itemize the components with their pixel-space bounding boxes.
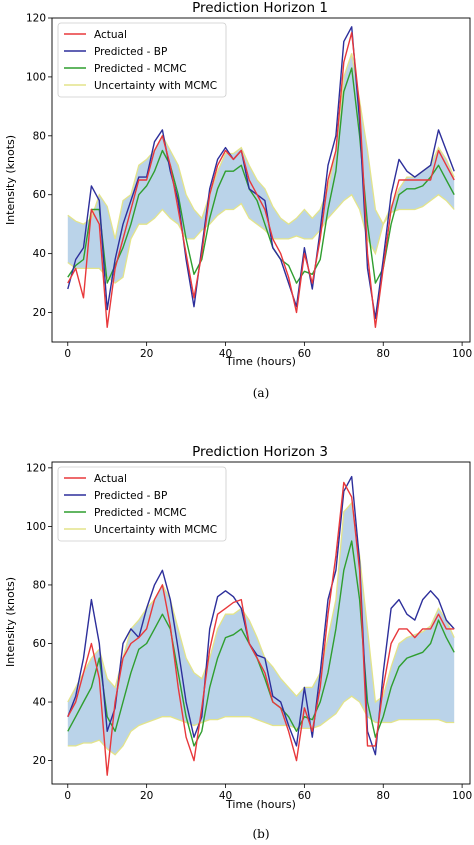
chart-title-a: Prediction Horizon 1 xyxy=(192,0,328,16)
y-axis-a: 20 40 60 80 100 120 xyxy=(26,13,52,319)
legend-box xyxy=(57,22,227,98)
y-tick-label: 60 xyxy=(33,638,46,650)
uncertainty-band-b xyxy=(67,503,455,755)
series-line-actual-b xyxy=(67,481,455,776)
legend-label: Predicted - MCMC xyxy=(94,507,187,519)
panel-b: Prediction Horizon 3 0 20 40 60 80 100 20 40 60… xyxy=(4,444,472,841)
x-tick-label: 0 xyxy=(64,790,71,802)
legend-label: Uncertainty with MCMC xyxy=(94,80,217,92)
y-tick-label: 100 xyxy=(26,521,46,533)
legend-label: Actual xyxy=(94,473,127,485)
uncertainty-upper-line-b xyxy=(67,501,455,704)
panel-a: Prediction Horizon 1 0 20 40 60 80 100 20 40 60… xyxy=(4,0,472,400)
y-tick-label: 20 xyxy=(33,755,46,767)
caption-a: (a) xyxy=(253,386,270,400)
chart-title-b: Prediction Horizon 3 xyxy=(192,444,328,460)
plot-frame-a xyxy=(51,17,471,343)
y-tick-label: 20 xyxy=(33,307,46,319)
legend-b: Actual Predicted - BP Predicted - MCMC Unce… xyxy=(57,466,227,542)
x-axis-a: 0 20 40 60 80 100 xyxy=(64,342,472,360)
y-tick-label: 80 xyxy=(33,579,46,591)
x-axis-label-b: Time (hours) xyxy=(225,798,296,811)
legend-label: Predicted - MCMC xyxy=(94,63,187,75)
x-axis-b: 0 20 40 60 80 100 xyxy=(64,784,472,802)
uncertainty-band-a xyxy=(67,53,455,284)
y-tick-label: 120 xyxy=(26,462,46,474)
x-tick-label: 40 xyxy=(219,348,232,360)
series-line-predicted-mcmc-a xyxy=(67,67,455,284)
legend-label: Predicted - BP xyxy=(94,490,167,502)
y-axis-b: 20 40 60 80 100 120 xyxy=(26,462,52,767)
y-tick-label: 120 xyxy=(26,13,46,25)
series-line-actual-a xyxy=(67,32,455,328)
plot-area-a xyxy=(67,26,455,328)
y-tick-label: 80 xyxy=(33,130,46,142)
legend-box xyxy=(57,466,227,542)
legend-a: Actual Predicted - BP Predicted - MCMC Unce… xyxy=(57,22,227,98)
y-axis-label-a: Intensity (knots) xyxy=(4,135,17,225)
plot-frame-b xyxy=(51,461,471,785)
y-tick-label: 40 xyxy=(33,697,46,709)
legend-label: Actual xyxy=(94,29,127,41)
x-tick-label: 60 xyxy=(298,348,311,360)
x-tick-label: 100 xyxy=(452,790,472,802)
series-line-predicted-bp-b xyxy=(67,475,455,756)
caption-b: (b) xyxy=(252,827,269,841)
series-line-predicted-mcmc-b xyxy=(67,540,455,747)
y-tick-label: 100 xyxy=(26,71,46,83)
x-tick-label: 20 xyxy=(140,790,153,802)
x-tick-label: 80 xyxy=(377,348,390,360)
x-tick-label: 60 xyxy=(298,790,311,802)
series-line-predicted-bp-a xyxy=(67,26,455,320)
legend-label: Uncertainty with MCMC xyxy=(94,524,217,536)
plot-area-b xyxy=(67,475,455,776)
y-axis-label-b: Intensity (knots) xyxy=(4,577,17,667)
x-tick-label: 100 xyxy=(452,348,472,360)
x-tick-label: 20 xyxy=(140,348,153,360)
uncertainty-lower-line-b xyxy=(67,695,455,756)
x-tick-label: 0 xyxy=(64,348,71,360)
legend-label: Predicted - BP xyxy=(94,46,167,58)
y-tick-label: 60 xyxy=(33,189,46,201)
y-tick-label: 40 xyxy=(33,248,46,260)
x-tick-label: 40 xyxy=(219,790,232,802)
x-tick-label: 80 xyxy=(377,790,390,802)
x-axis-label-a: Time (hours) xyxy=(225,355,296,368)
